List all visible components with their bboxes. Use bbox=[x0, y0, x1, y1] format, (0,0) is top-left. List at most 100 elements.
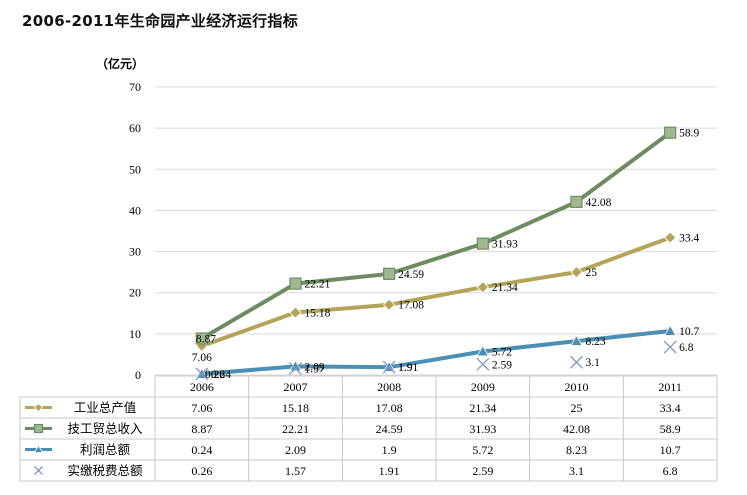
point bbox=[663, 340, 677, 354]
legend-entry: 技工贸总收入 bbox=[67, 421, 143, 436]
table-cell: 6.8 bbox=[663, 464, 678, 478]
legend-entry: 实缴税费总额 bbox=[67, 463, 143, 478]
data-label: 5.72 bbox=[492, 346, 512, 358]
data-label: 0.24 bbox=[211, 369, 231, 381]
point bbox=[476, 357, 490, 371]
point bbox=[195, 367, 209, 381]
data-label: 33.4 bbox=[679, 233, 699, 245]
point bbox=[33, 444, 44, 454]
table-cell: 1.9 bbox=[382, 443, 397, 457]
x-tick-label: 2007 bbox=[284, 380, 308, 394]
chart-title: 2006-2011年生命园产业经济运行指标 bbox=[22, 12, 299, 30]
point bbox=[570, 266, 583, 279]
point bbox=[289, 306, 302, 319]
data-label: 1.9 bbox=[398, 362, 413, 374]
table-cell: 5.72 bbox=[472, 443, 493, 457]
table-cell: 15.18 bbox=[282, 401, 309, 415]
series-markers bbox=[195, 126, 677, 381]
data-label: 2.09 bbox=[305, 361, 325, 373]
data-label: 8.87 bbox=[196, 334, 216, 346]
table-cell: 8.87 bbox=[191, 422, 212, 436]
data-label: 21.34 bbox=[492, 282, 518, 294]
point bbox=[663, 324, 677, 336]
data-label: 58.9 bbox=[679, 128, 699, 140]
data-label: 8.23 bbox=[586, 336, 606, 348]
table-cell: 8.23 bbox=[566, 443, 587, 457]
point bbox=[664, 126, 677, 139]
table-cell: 42.08 bbox=[563, 422, 590, 436]
y-tick-label: 40 bbox=[129, 203, 141, 217]
data-label: 25 bbox=[586, 267, 598, 279]
y-tick-label: 50 bbox=[129, 162, 141, 176]
point bbox=[289, 362, 302, 376]
data-label: 6.8 bbox=[679, 342, 694, 354]
point-stroke bbox=[195, 367, 209, 381]
table-cell: 1.91 bbox=[379, 464, 400, 478]
point-stroke bbox=[382, 360, 396, 374]
data-label: 15.18 bbox=[305, 308, 331, 320]
point bbox=[33, 423, 44, 434]
point-stroke bbox=[570, 355, 583, 369]
data-label: 10.7 bbox=[679, 326, 699, 338]
data-label: 3.1 bbox=[586, 357, 601, 369]
table-cell: 0.24 bbox=[191, 443, 212, 457]
point-stroke bbox=[476, 357, 490, 371]
legend-entry: 利润总额 bbox=[80, 442, 131, 457]
point bbox=[383, 298, 396, 311]
data-label: 24.59 bbox=[398, 269, 424, 281]
x-tick-label: 2006 bbox=[190, 380, 214, 394]
x-tick-label: 2009 bbox=[471, 380, 495, 394]
point bbox=[570, 355, 583, 369]
point bbox=[195, 332, 208, 345]
point bbox=[34, 466, 43, 475]
y-tick-label: 10 bbox=[129, 327, 141, 341]
data-label: 31.93 bbox=[492, 239, 518, 251]
table-cell: 0.26 bbox=[191, 464, 212, 478]
y-tick-labels: 0 10 20 30 40 50 60 70 bbox=[129, 80, 141, 382]
table-cell: 17.08 bbox=[376, 401, 403, 415]
data-label: 0.26 bbox=[205, 369, 225, 381]
point bbox=[289, 277, 302, 290]
data-label: 7.06 bbox=[192, 352, 212, 364]
point bbox=[476, 237, 489, 250]
series-line bbox=[199, 235, 673, 348]
gridlines bbox=[155, 86, 717, 376]
point bbox=[570, 334, 583, 346]
y-tick-label: 30 bbox=[129, 245, 141, 259]
data-label: 1.91 bbox=[398, 362, 418, 374]
table-cell: 2.59 bbox=[472, 464, 493, 478]
point-stroke bbox=[34, 466, 43, 475]
table-cell: 7.06 bbox=[191, 401, 212, 415]
point-stroke bbox=[663, 340, 677, 354]
point bbox=[664, 231, 677, 244]
table-cell: 33.4 bbox=[660, 401, 681, 415]
y-tick-label: 20 bbox=[129, 286, 141, 300]
y-tick-label: 60 bbox=[129, 121, 141, 135]
x-tick-label: 2011 bbox=[658, 380, 682, 394]
y-tick-label: 0 bbox=[135, 368, 141, 382]
data-label: 1.57 bbox=[305, 364, 325, 376]
data-label: 22.21 bbox=[305, 279, 331, 291]
point-stroke bbox=[289, 362, 302, 376]
table-cell: 1.57 bbox=[285, 464, 306, 478]
table-cell: 3.1 bbox=[569, 464, 584, 478]
series-lines bbox=[199, 130, 673, 377]
point bbox=[383, 267, 396, 280]
table-cell: 58.9 bbox=[660, 422, 681, 436]
legend-entry: 工业总产值 bbox=[74, 400, 137, 415]
x-tick-label: 2010 bbox=[565, 380, 589, 394]
x-tick-label: 2008 bbox=[377, 380, 401, 394]
data-labels: 7.06 15.18 17.08 21.34 25 33.4 8.87 22.21 24.59 3… bbox=[192, 128, 700, 381]
point bbox=[476, 281, 489, 294]
point bbox=[476, 345, 490, 357]
data-label: 17.08 bbox=[398, 300, 424, 312]
table-cell: 22.21 bbox=[282, 422, 309, 436]
table-cell: 31.93 bbox=[469, 422, 496, 436]
table-cell: 10.7 bbox=[660, 443, 681, 457]
series-line bbox=[199, 328, 673, 377]
table-cell: 2.09 bbox=[285, 443, 306, 457]
data-label: 42.08 bbox=[586, 197, 612, 209]
point bbox=[382, 360, 396, 374]
table-cell: 25 bbox=[571, 401, 583, 415]
data-label: 2.59 bbox=[492, 359, 512, 371]
